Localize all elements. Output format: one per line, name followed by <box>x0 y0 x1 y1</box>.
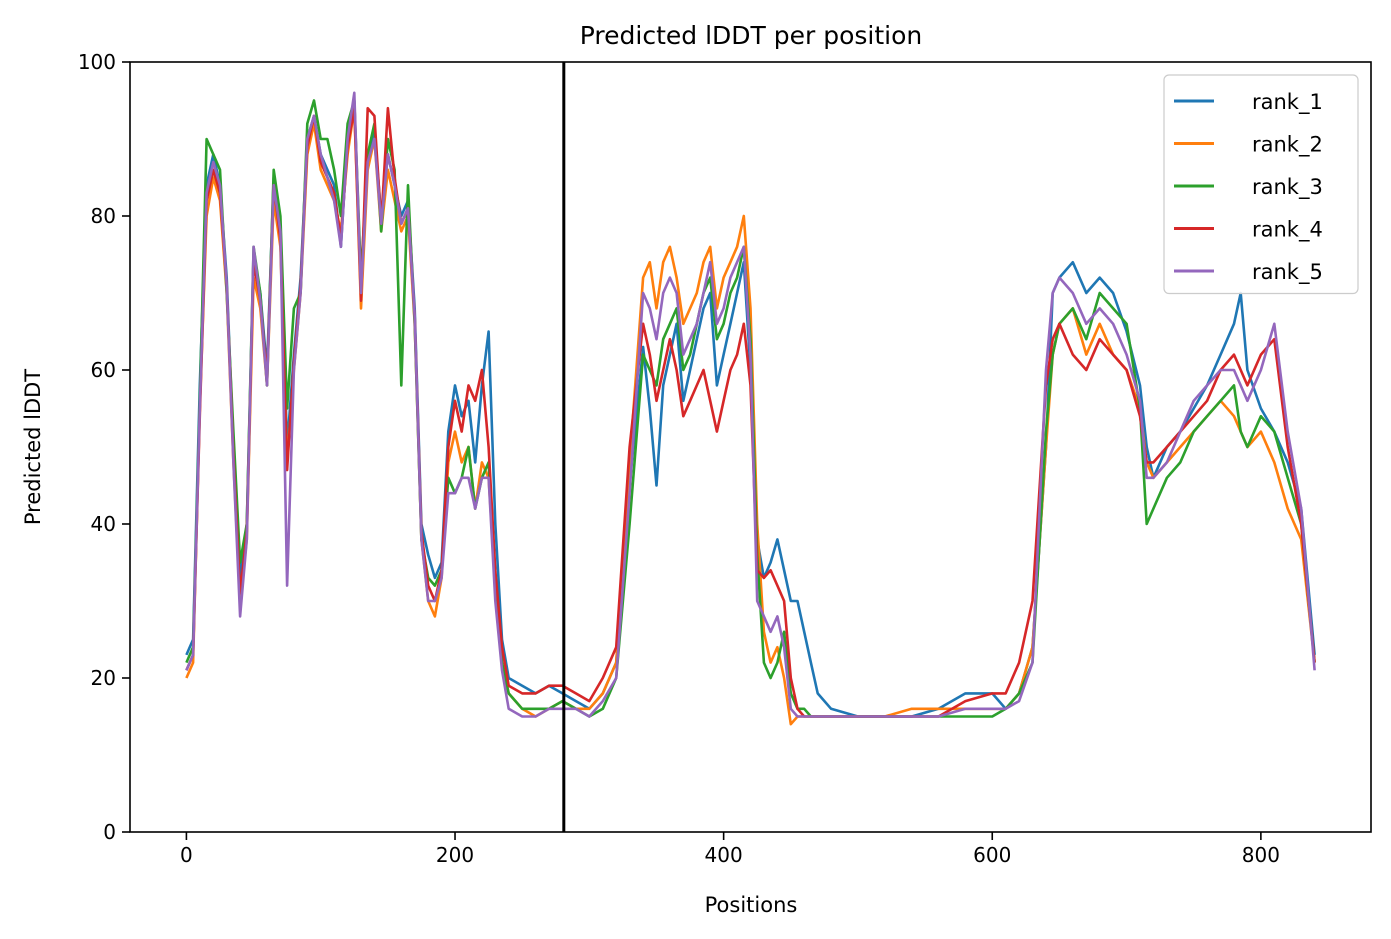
x-tick-label: 0 <box>180 843 193 867</box>
legend-label-rank-3: rank_3 <box>1252 175 1323 200</box>
legend-label-rank-1: rank_1 <box>1252 90 1323 115</box>
legend: rank_1 rank_2 rank_3 rank_4 rank_5 <box>1163 74 1359 295</box>
legend-box <box>1163 74 1359 295</box>
x-tick-label: 800 <box>1242 843 1280 867</box>
y-tick-label: 0 <box>103 820 116 844</box>
legend-label-rank-5: rank_5 <box>1252 260 1323 285</box>
y-tick-label: 60 <box>91 358 116 382</box>
y-tick-label: 40 <box>91 512 116 536</box>
x-tick-label: 600 <box>973 843 1011 867</box>
y-tick-label: 80 <box>91 204 116 228</box>
x-tick-label: 200 <box>436 843 474 867</box>
plot-area <box>129 61 1372 833</box>
y-tick-label: 100 <box>78 50 116 74</box>
y-axis: 0 20 40 60 80 100 <box>78 50 130 844</box>
series-line-rank-5 <box>185 91 1316 718</box>
x-axis-label: Positions <box>705 893 798 917</box>
plot-frame <box>129 61 1372 833</box>
legend-label-rank-4: rank_4 <box>1252 218 1323 243</box>
series-line-rank-3 <box>185 99 1316 718</box>
y-tick-label: 20 <box>91 666 116 690</box>
chart-title: Predicted lDDT per position <box>580 21 922 50</box>
y-axis-label: Predicted lDDT <box>21 369 45 525</box>
legend-label-rank-2: rank_2 <box>1252 133 1323 158</box>
x-axis: 0 200 400 600 800 <box>180 832 1280 867</box>
series-layer <box>185 91 1316 726</box>
x-tick-label: 400 <box>705 843 743 867</box>
